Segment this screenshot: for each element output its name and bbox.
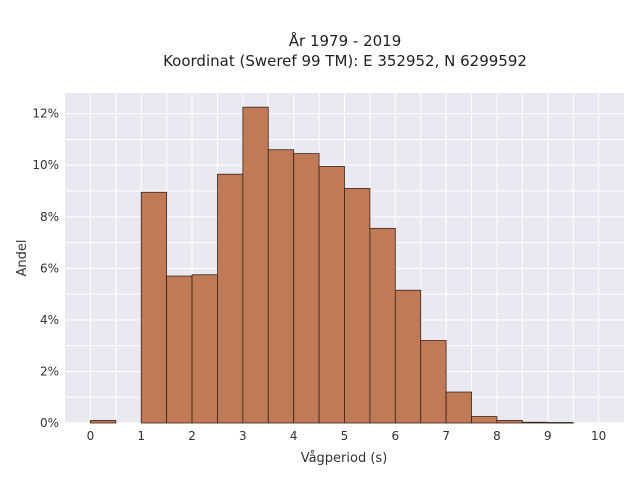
x-tick-label: 2: [188, 429, 196, 443]
x-tick-label: 9: [544, 429, 552, 443]
y-tick-label: 2%: [40, 364, 59, 378]
histogram-bar: [344, 187, 371, 424]
y-tick-label: 12%: [32, 107, 59, 121]
histogram-bar: [217, 173, 244, 424]
x-tick-label: 1: [137, 429, 145, 443]
histogram-bar: [496, 420, 523, 424]
histogram-bar: [547, 422, 574, 424]
histogram-bar: [394, 289, 422, 424]
y-tick-labels: 0% 2% 4% 6% 8% 10% 12%: [32, 107, 59, 430]
x-tick-label: 6: [391, 429, 399, 443]
histogram-bar: [166, 275, 193, 424]
histogram-bar: [242, 106, 269, 424]
x-tick-label: 5: [341, 429, 349, 443]
x-tick-labels: 0 1 2 3 4 5 6 7 8 9 10: [87, 429, 607, 443]
histogram-bar: [420, 340, 447, 424]
bars: [90, 106, 574, 424]
histogram-bar: [293, 153, 320, 424]
chart-title: År 1979 - 2019: [289, 31, 402, 50]
y-tick-label: 8%: [40, 210, 59, 224]
histogram-bar: [267, 149, 295, 424]
histogram-bar: [521, 421, 549, 424]
y-tick-label: 6%: [40, 261, 59, 275]
y-tick-label: 4%: [40, 313, 59, 327]
histogram-bar: [471, 416, 498, 424]
x-tick-label: 10: [591, 429, 606, 443]
x-tick-label: 8: [493, 429, 501, 443]
x-tick-label: 7: [442, 429, 450, 443]
chart-subtitle: Koordinat (Sweref 99 TM): E 352952, N 62…: [163, 52, 527, 70]
histogram-bar: [191, 274, 218, 424]
x-tick-label: 4: [290, 429, 298, 443]
histogram-bar: [90, 420, 117, 424]
histogram-bar: [369, 227, 396, 424]
x-tick-label: 0: [87, 429, 95, 443]
x-tick-label: 3: [239, 429, 247, 443]
y-tick-label: 0%: [40, 416, 59, 430]
x-axis-label: Vågperiod (s): [301, 451, 388, 466]
y-tick-label: 10%: [32, 158, 59, 172]
histogram-bar: [318, 166, 345, 424]
histogram-bar: [445, 391, 472, 424]
histogram-bar: [140, 191, 168, 424]
y-axis-label: Andel: [15, 240, 30, 277]
